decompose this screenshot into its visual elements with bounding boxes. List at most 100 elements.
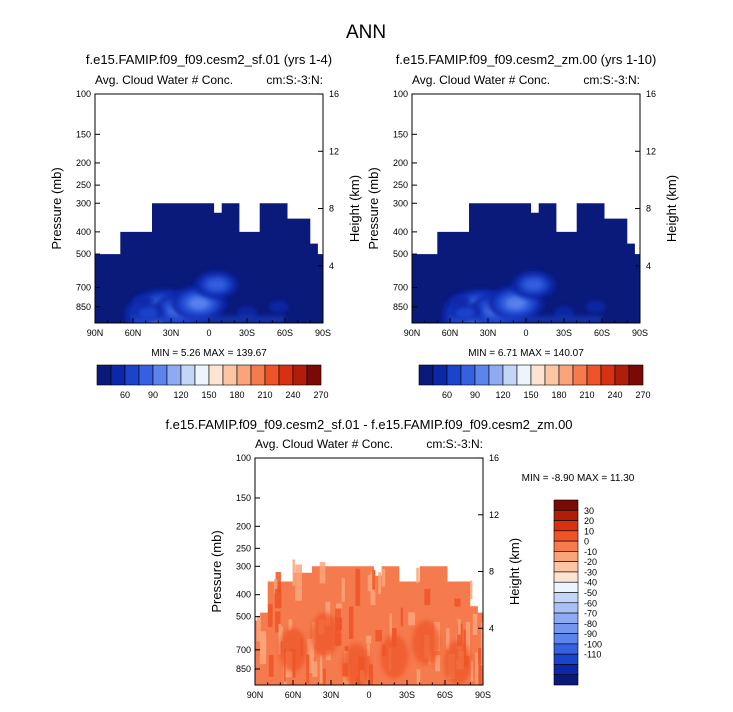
y-right-tick-label: 12 [329, 146, 339, 156]
colorbar-label: -50 [584, 588, 597, 598]
field-streak [456, 623, 463, 647]
colorbar-label: 10 [584, 526, 594, 536]
y-right-tick-label: 12 [646, 146, 656, 156]
field-streak [480, 622, 483, 657]
y-tick-label: 200 [393, 158, 408, 168]
colorbar-box [553, 592, 579, 604]
field-feature [268, 300, 289, 313]
panel-left-string: Avg. Cloud Water # Conc. [412, 73, 550, 87]
y-right-tick-label: 4 [489, 623, 494, 633]
field-streak [256, 615, 261, 642]
colorbar-label: -60 [584, 598, 597, 608]
y-right-axis-label: Height (km) [507, 538, 522, 605]
colorbar-label: 120 [173, 390, 188, 400]
colorbar-label: 20 [584, 516, 594, 526]
colorbar-label: -40 [584, 578, 597, 588]
colorbar-box [572, 364, 588, 386]
colorbar-box [553, 571, 579, 583]
field-feature [380, 634, 409, 679]
colorbar-label: 240 [607, 390, 622, 400]
field-streak [378, 572, 381, 595]
field-feature [412, 620, 440, 665]
field-feature [455, 306, 476, 319]
colorbar-label: -80 [584, 619, 597, 629]
x-tick-label: 90N [87, 328, 104, 338]
x-tick-label: 60N [125, 328, 142, 338]
field-streak [273, 579, 278, 593]
colorbar-label: 60 [120, 390, 130, 400]
y-right-tick-label: 16 [329, 89, 339, 99]
colorbar-box [600, 364, 616, 386]
field-feature [279, 627, 307, 672]
colorbar-box [628, 364, 644, 386]
y-right-tick-label: 16 [646, 89, 656, 99]
colorbar-box [152, 364, 168, 386]
y-tick-label: 150 [393, 129, 408, 139]
colorbar-box [236, 364, 252, 386]
figure-title: ANN [346, 22, 386, 43]
y-axis-label: Pressure (mb) [209, 530, 224, 612]
colorbar-box [208, 364, 224, 386]
panel-left-string: Avg. Cloud Water # Conc. [255, 437, 393, 451]
field-feature [310, 612, 339, 657]
field-streak [368, 664, 374, 685]
y-tick-label: 300 [76, 198, 91, 208]
y-axis-label: Pressure (mb) [49, 167, 64, 249]
colorbar-box [516, 364, 532, 386]
x-tick-label: 90S [475, 690, 491, 700]
colorbar-box [292, 364, 308, 386]
field-streak [319, 655, 323, 683]
colorbar-box [553, 551, 579, 562]
field-feature [505, 297, 526, 310]
colorbar-label: 150 [523, 390, 538, 400]
field-streak [475, 663, 482, 685]
x-tick-label: 0 [523, 328, 528, 338]
data-field [255, 559, 483, 685]
field-streak [288, 619, 293, 631]
field-streak [416, 567, 419, 584]
field-streak [480, 652, 483, 666]
field-streak [268, 655, 274, 677]
field-feature [523, 278, 544, 291]
colorbar-box [488, 364, 504, 386]
colorbar-label: -10 [584, 547, 597, 557]
colorbar-box [194, 364, 210, 386]
field-feature [138, 306, 159, 319]
y-tick-label: 850 [393, 302, 408, 312]
colorbar-label: 270 [313, 390, 328, 400]
colorbar-box [586, 364, 602, 386]
y-right-tick-label: 16 [489, 453, 499, 463]
colorbar-label: 30 [584, 506, 594, 516]
y-tick-label: 400 [393, 227, 408, 237]
field-features [441, 270, 606, 323]
field-streak [424, 588, 431, 606]
colorbar-box [460, 364, 476, 386]
field-streak [400, 607, 404, 627]
field-streak [274, 588, 282, 609]
field-streak [306, 654, 310, 684]
colorbar-box [96, 364, 112, 386]
colorbar-label: 270 [635, 390, 650, 400]
min-max-stats: MIN = -8.90 MAX = 11.30 [522, 473, 635, 484]
colorbar-box [553, 643, 579, 655]
y-right-axis-label: Height (km) [664, 175, 679, 242]
colorbar-box [553, 664, 579, 676]
field-streak [408, 612, 416, 626]
panel-title: f.e15.FAMIP.f09_f09.cesm2_zm.00 (yrs 1-1… [396, 52, 657, 67]
field-streak [470, 660, 474, 681]
panel-right-string: cm:S:-3:N: [426, 437, 483, 451]
colorbar-test-run: 60 90 120 150 180 210 240 270 [418, 364, 651, 400]
colorbar-label: -100 [584, 639, 602, 649]
colorbar-box [553, 561, 579, 573]
colorbar-label: 0 [584, 537, 589, 547]
x-tick-label: 30N [323, 690, 340, 700]
field-streak [472, 613, 478, 636]
field-streak [470, 580, 473, 600]
field-feature [237, 306, 257, 319]
colorbar-box [124, 364, 140, 386]
data-field [95, 203, 323, 323]
y-tick-label: 100 [393, 89, 408, 99]
colorbar-label: 180 [229, 390, 244, 400]
y-tick-label: 250 [236, 543, 251, 553]
field-streak [292, 559, 295, 587]
